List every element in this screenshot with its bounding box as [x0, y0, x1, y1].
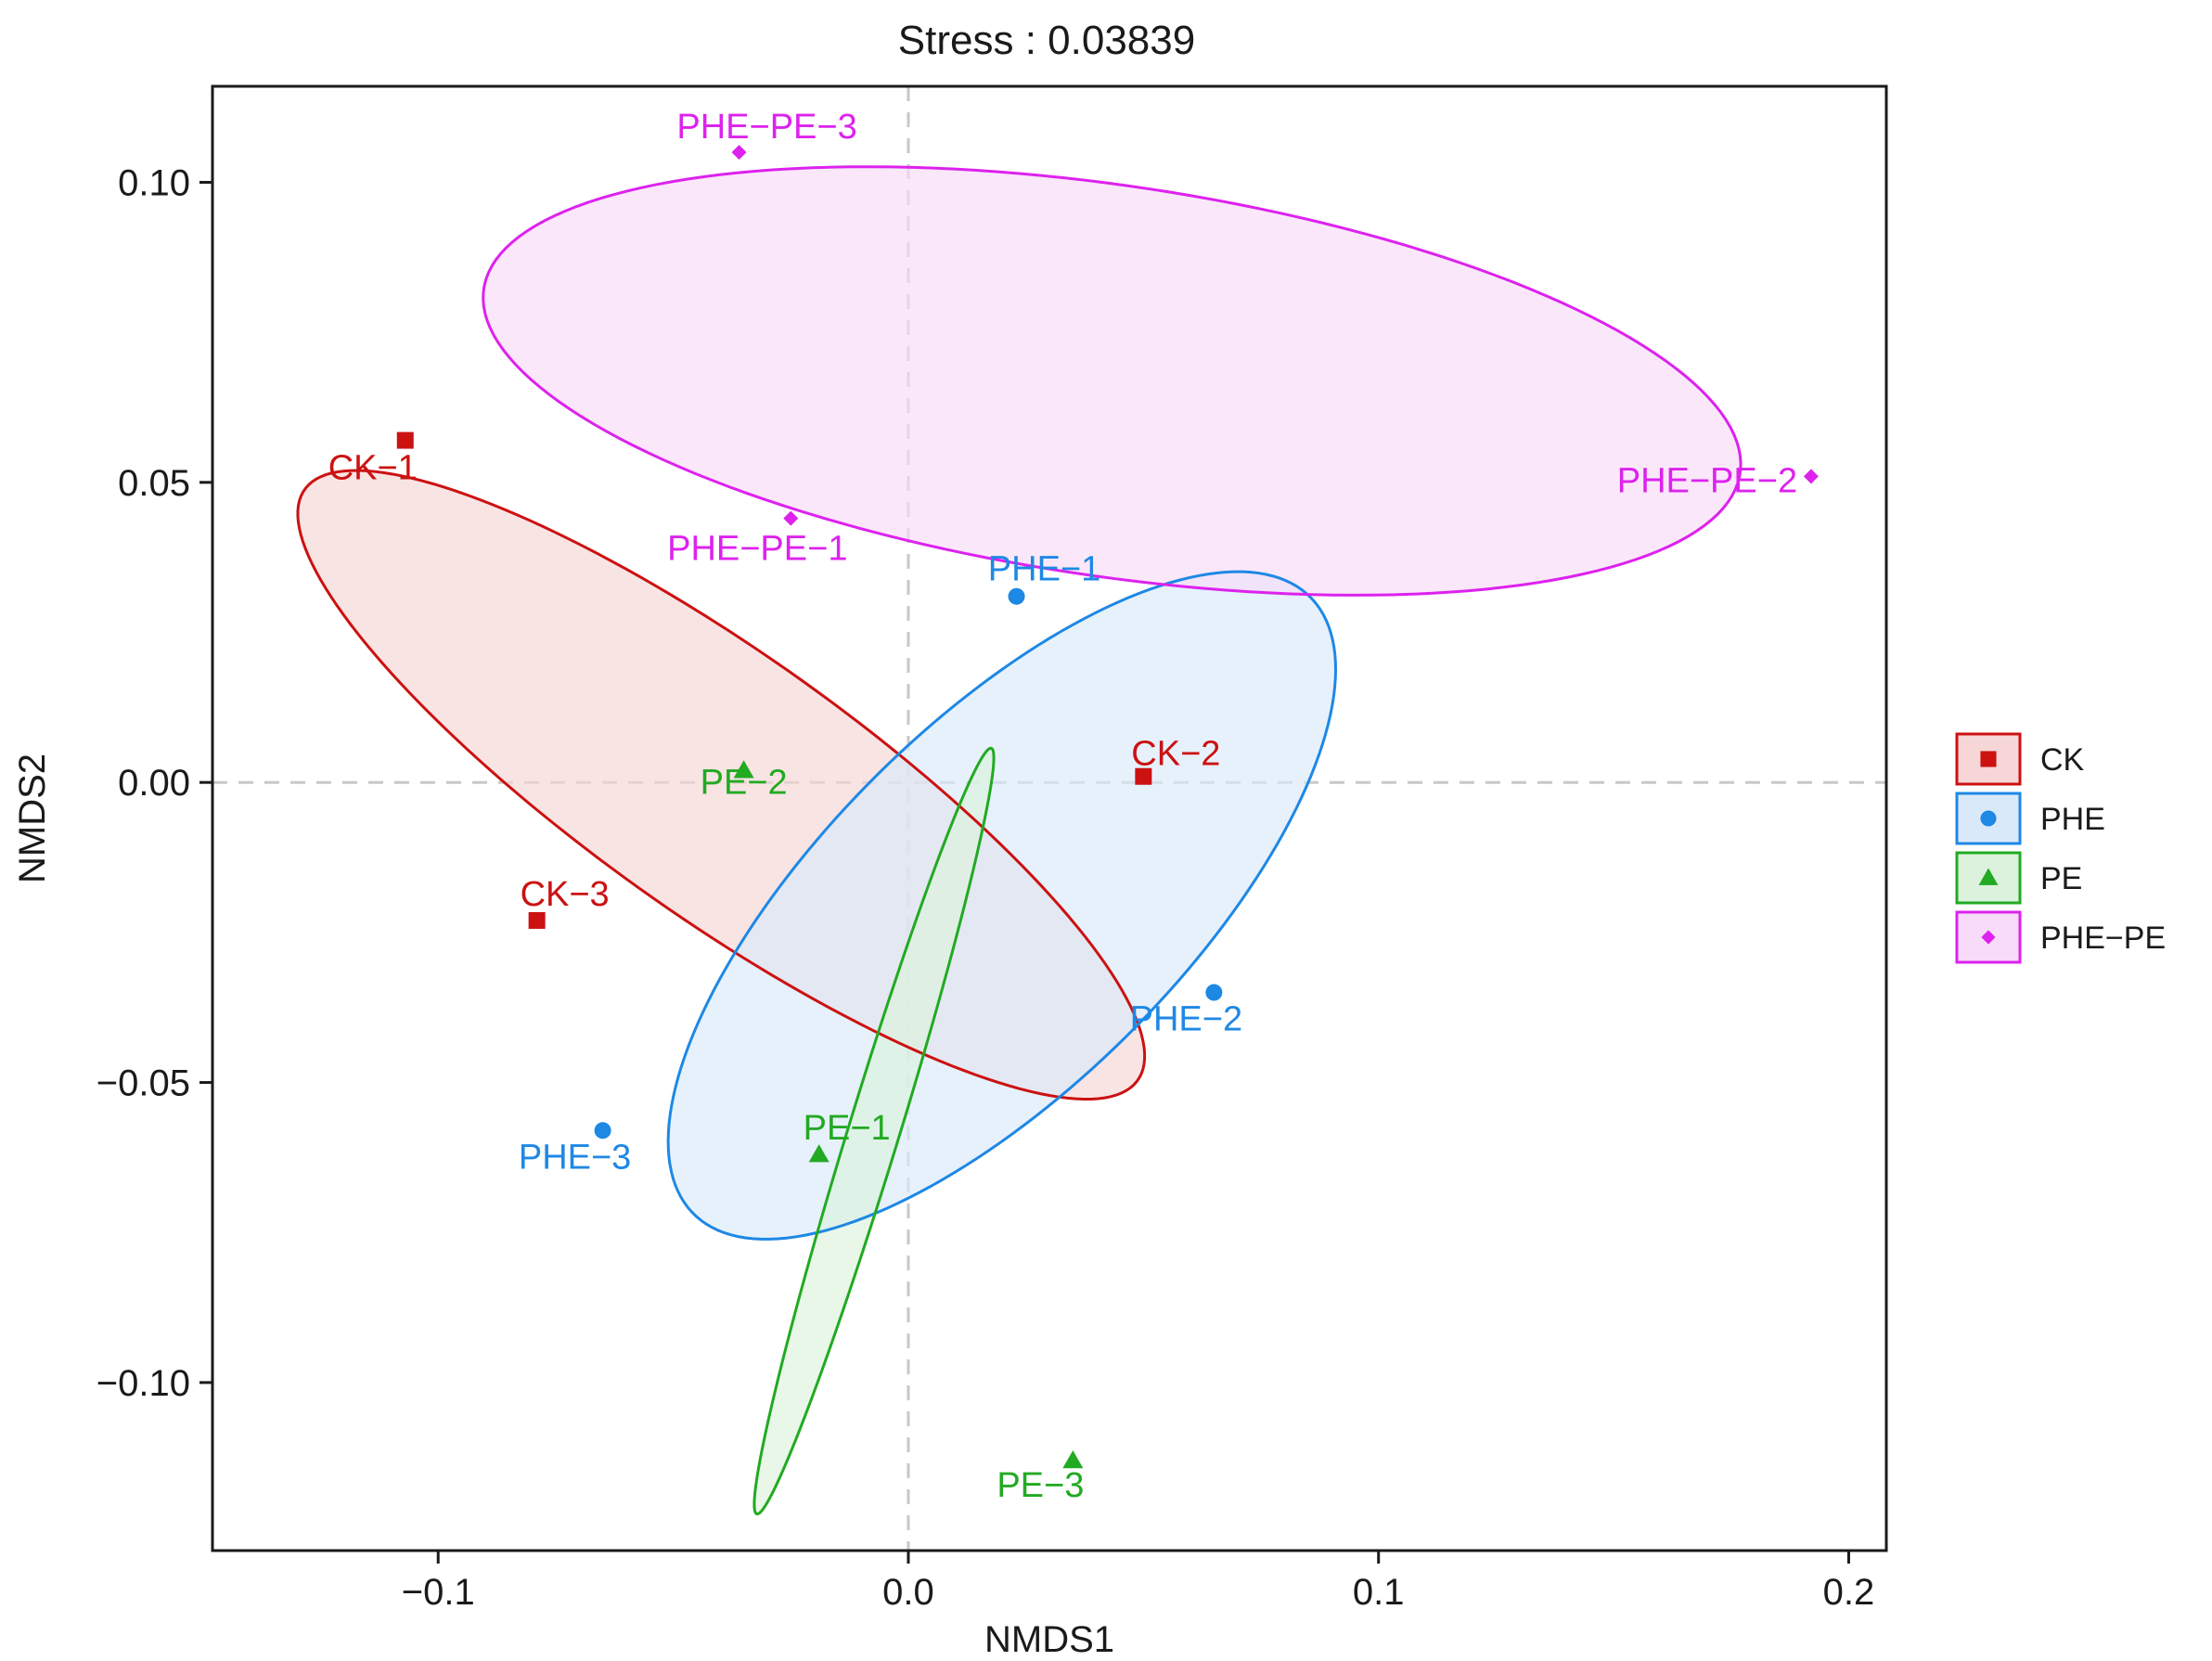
legend-marker-phe: [1980, 810, 1997, 827]
ellipse-fill-phe: [668, 572, 1336, 1240]
legend-label-phe-pe: PHE−PE: [2040, 921, 2166, 956]
point-label-pe-2: PE−2: [701, 763, 788, 802]
point-pe-3: [1062, 1449, 1084, 1469]
legend-label-ck: CK: [2040, 742, 2085, 778]
point-pe-1: [808, 1144, 830, 1163]
point-ck-1: [396, 431, 414, 449]
legend-marker-pe: [1978, 868, 1999, 885]
point-phe-1: [1008, 587, 1025, 605]
data-points: [396, 145, 1819, 1469]
plot-frame: [211, 84, 1888, 1552]
y-tick-label: −0.10: [96, 1363, 190, 1404]
point-label-ck-2: CK−2: [1131, 735, 1220, 774]
ellipse-outline-ck: [296, 469, 1147, 1101]
point-label-ck-3: CK−3: [521, 875, 610, 914]
point-phe-pe-2: [1803, 469, 1819, 484]
chart-title: Stress : 0.03839: [898, 18, 1195, 63]
x-axis: −0.1 0.0 0.1 0.2: [402, 1551, 1875, 1613]
legend-item-phe-pe: PHE−PE: [1955, 910, 2166, 964]
legend-marker-ck: [1980, 751, 1997, 767]
x-tick-label: −0.1: [402, 1572, 475, 1613]
legend: CK PHE PE PHE−PE: [1955, 732, 2166, 964]
y-tick-label: 0.10: [118, 162, 190, 203]
confidence-ellipses: [296, 165, 1743, 1516]
legend-item-pe: PE: [1955, 851, 2082, 905]
point-label-phe-pe-2: PHE−PE−2: [1617, 461, 1797, 500]
x-axis-title: NMDS1: [984, 1619, 1114, 1660]
legend-marker-phe-pe: [1981, 930, 1996, 945]
point-label-phe-pe-3: PHE−PE−3: [676, 108, 856, 147]
point-ck-2: [1135, 767, 1152, 785]
ellipse-fill-phe-pe: [482, 166, 1742, 596]
x-tick-label: 0.1: [1353, 1572, 1405, 1613]
y-tick-label: 0.05: [118, 463, 190, 504]
ellipse-fill-pe: [753, 748, 995, 1514]
ellipse-outline-phe: [666, 570, 1338, 1241]
legend-label-pe: PE: [2040, 861, 2082, 896]
point-phe-pe-1: [783, 510, 799, 526]
legend-label-phe: PHE: [2040, 802, 2105, 837]
point-labels: CK−1 CK−2 CK−3 PHE−1 PHE−2 PHE−3 PE−1 PE−2 PE−3 P…: [328, 108, 1797, 1505]
point-ck-3: [528, 911, 546, 929]
point-label-ck-1: CK−1: [328, 449, 418, 488]
legend-item-phe: PHE: [1955, 792, 2105, 845]
point-phe-2: [1205, 984, 1223, 1001]
point-label-pe-3: PE−3: [997, 1466, 1084, 1505]
point-label-pe-1: PE−1: [804, 1109, 891, 1148]
point-label-phe-3: PHE−3: [519, 1138, 631, 1177]
y-tick-label: 0.00: [118, 763, 190, 804]
legend-key-phe-pe: [1955, 910, 2022, 964]
point-label-phe-pe-1: PHE−PE−1: [667, 530, 847, 569]
point-phe-3: [594, 1122, 611, 1140]
ellipse-outline-pe: [752, 746, 996, 1516]
y-axis-title: NMDS2: [12, 753, 53, 883]
x-tick-label: 0.0: [882, 1572, 934, 1613]
legend-item-ck: CK: [1955, 732, 2085, 786]
y-axis: 0.10 0.05 0.00 −0.05 −0.10: [96, 162, 212, 1404]
point-pe-2: [733, 760, 754, 779]
point-label-phe-2: PHE−2: [1130, 1000, 1242, 1039]
point-phe-pe-3: [731, 145, 747, 161]
ellipse-outline-phe-pe: [482, 165, 1743, 597]
y-tick-label: −0.05: [96, 1063, 190, 1104]
x-tick-label: 0.2: [1823, 1572, 1875, 1613]
point-label-phe-1: PHE−1: [988, 550, 1100, 589]
